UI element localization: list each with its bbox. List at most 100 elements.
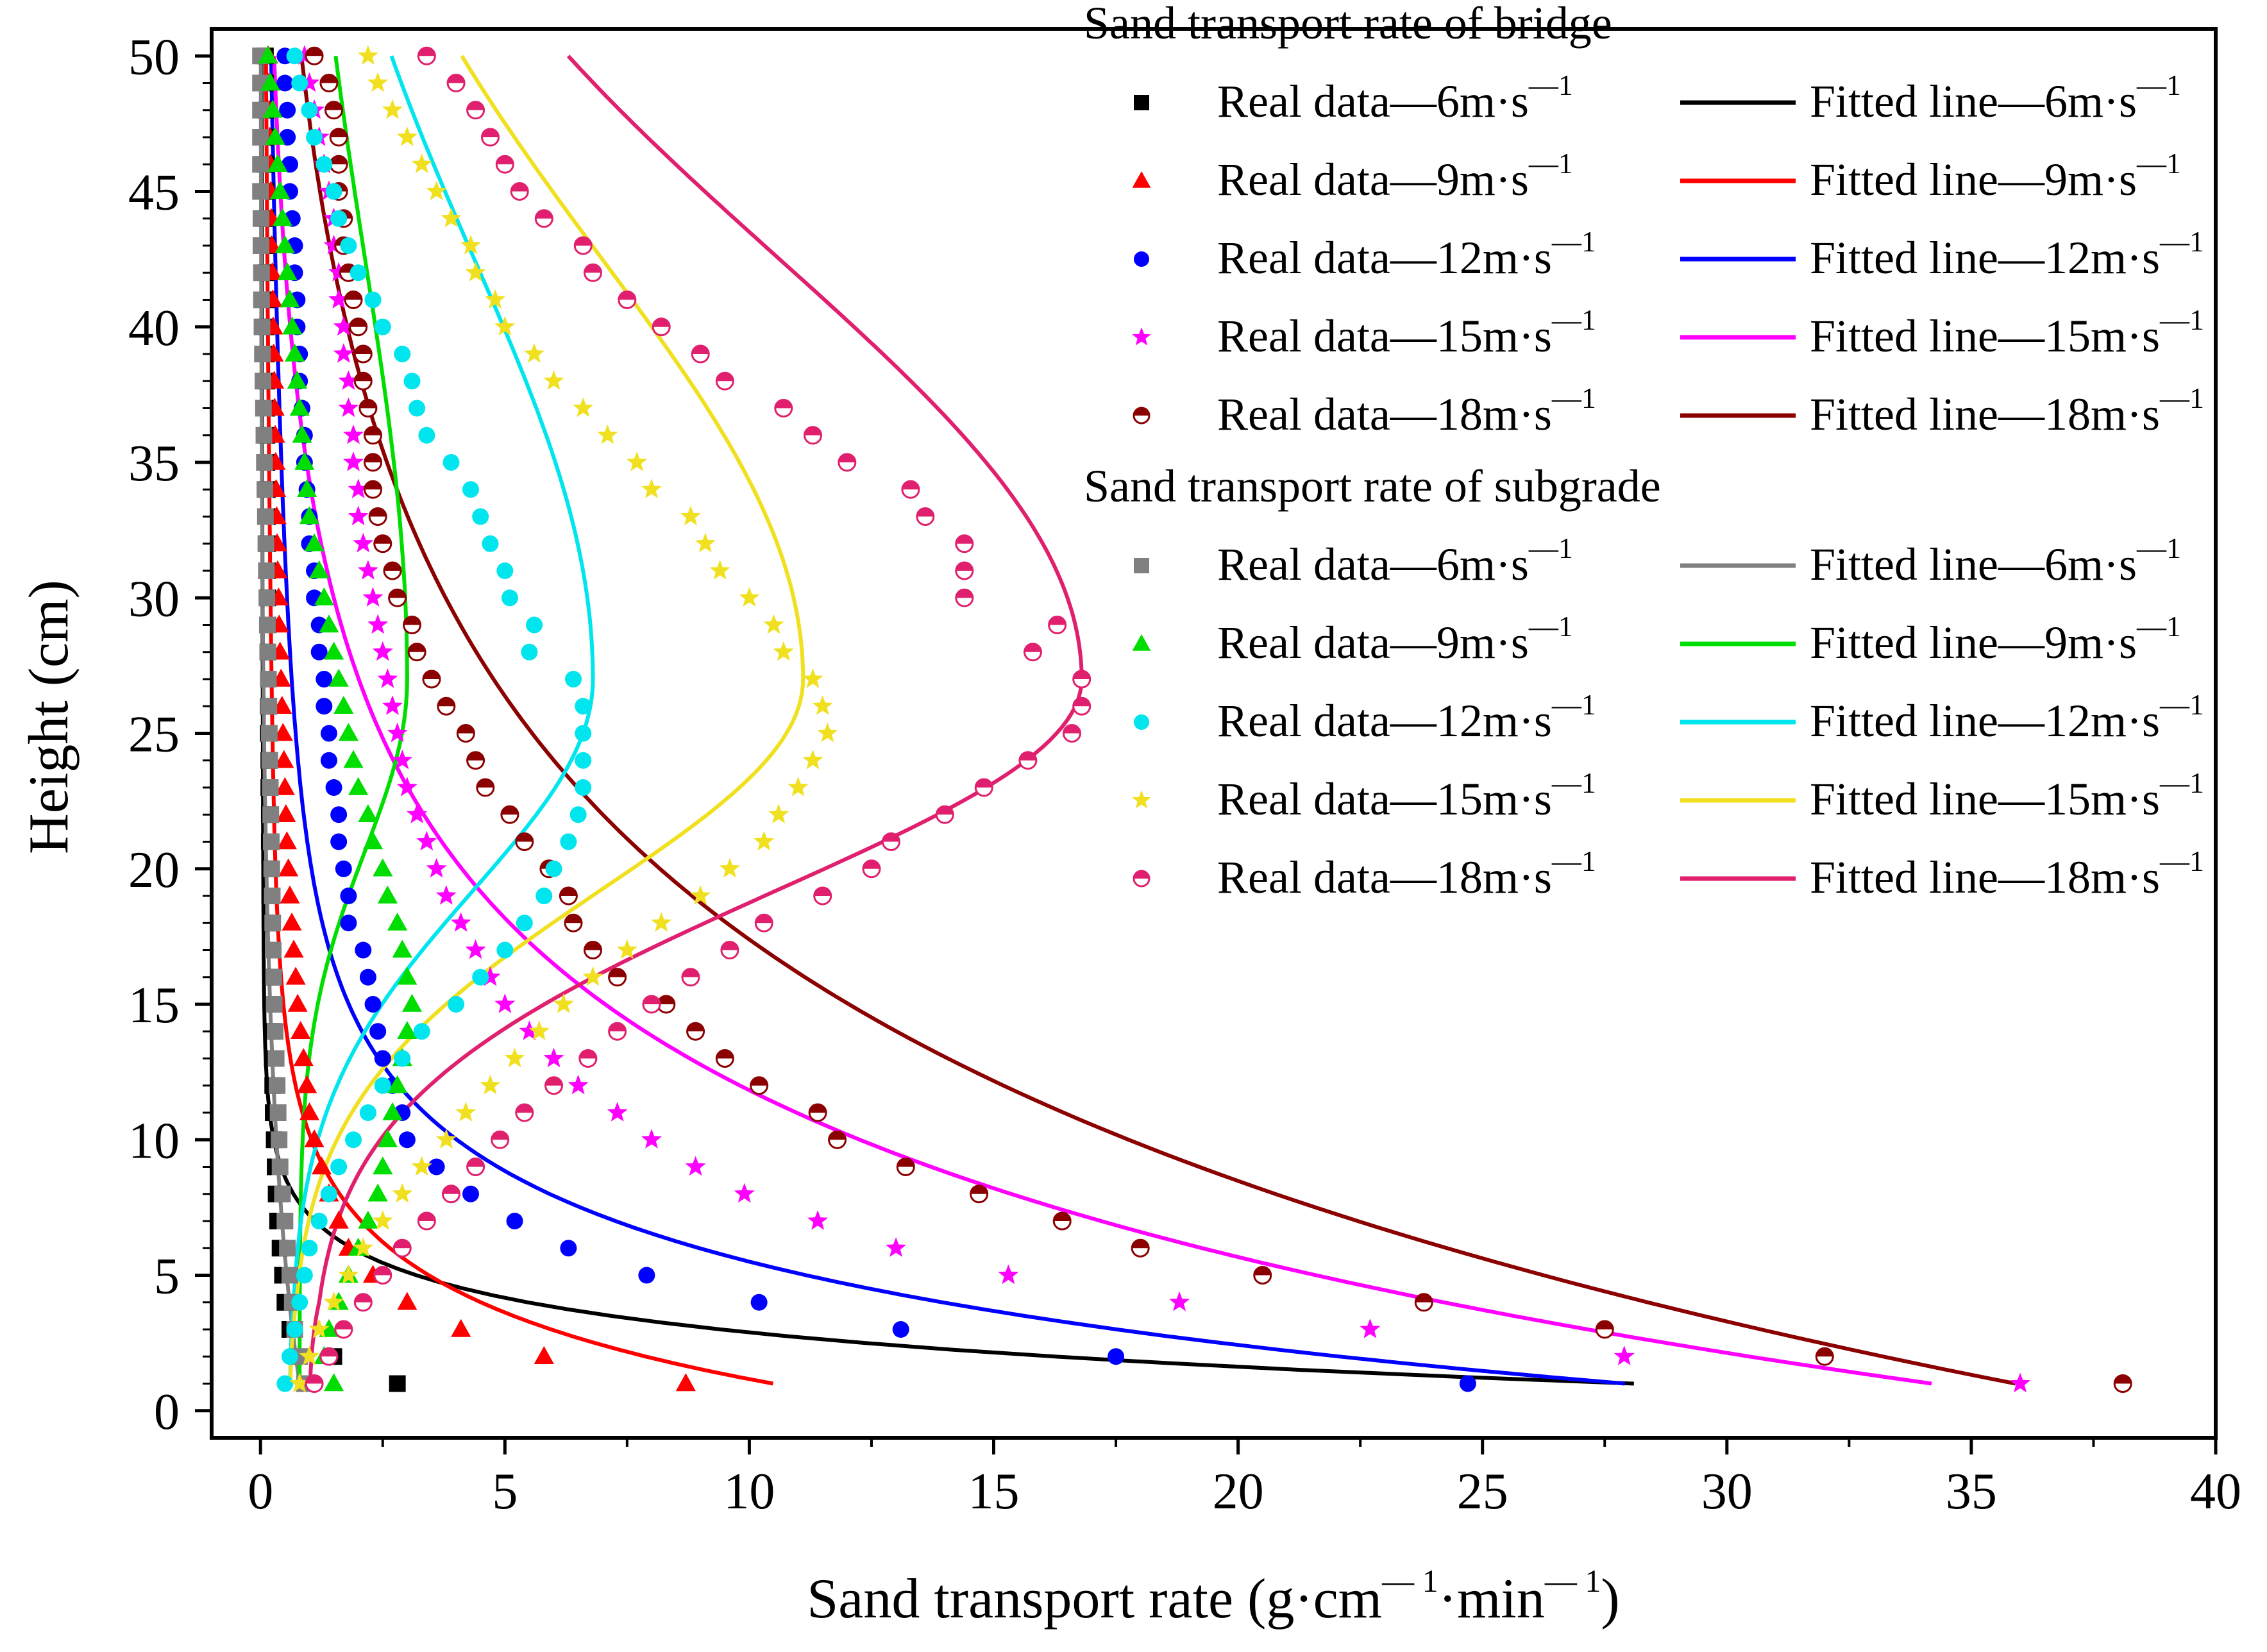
data-point-bridge-18 (456, 724, 475, 743)
marker-top-half (1019, 752, 1036, 761)
data-point-subgrade-12 (301, 101, 318, 119)
marker-top-half (682, 968, 699, 977)
data-point-subgrade-6 (253, 318, 271, 335)
marker-top-half (565, 914, 582, 923)
marker-top-half (1596, 1321, 1614, 1329)
marker-top-half (330, 156, 348, 165)
data-point-bridge-15 (1360, 1319, 1381, 1338)
data-point-bridge-18 (1414, 1293, 1433, 1312)
legend-real-label-subgrade-18: Real data—18m·s—1 (1217, 845, 1596, 903)
marker-top-half (970, 1185, 988, 1194)
data-point-subgrade-6 (257, 481, 274, 498)
marker-top-half (501, 806, 518, 815)
data-point-subgrade-6 (267, 1023, 284, 1040)
data-point-bridge-18 (353, 371, 373, 391)
data-point-bridge-15 (362, 587, 383, 607)
data-point-subgrade-18 (417, 46, 436, 65)
x-tick-label: 30 (1701, 1463, 1753, 1520)
data-point-bridge-18 (403, 616, 421, 634)
data-point-subgrade-12 (306, 129, 323, 146)
x-title-main: Sand transport rate (g·cm (807, 1568, 1382, 1630)
data-point-subgrade-15 (396, 126, 417, 146)
data-point-bridge-15 (607, 1102, 628, 1122)
data-point-subgrade-12 (575, 725, 592, 742)
data-point-subgrade-12 (535, 888, 553, 904)
data-point-bridge-18 (559, 886, 578, 906)
data-point-bridge-9 (397, 1292, 417, 1310)
data-point-bridge-12 (750, 1294, 768, 1311)
data-point-subgrade-6 (258, 562, 275, 579)
data-point-bridge-15 (338, 370, 359, 390)
data-point-subgrade-18 (1072, 696, 1091, 716)
legend-real-label-subgrade-15: Real data—15m·s—1 (1217, 766, 1596, 825)
data-point-subgrade-15 (494, 316, 516, 336)
data-point-subgrade-12 (565, 671, 582, 687)
data-point-subgrade-12 (291, 74, 308, 92)
legend: Sand transport rate of bridge Real data—6… (1084, 0, 2204, 903)
legend-fit-label-subgrade-12: Fitted line—12m·s—1 (1810, 688, 2204, 746)
data-point-subgrade-18 (720, 941, 739, 959)
data-point-subgrade-18 (1062, 724, 1081, 743)
marker-top-half (330, 129, 348, 137)
data-point-bridge-18 (422, 670, 441, 689)
data-point-bridge-12 (374, 1050, 391, 1067)
data-point-subgrade-18 (955, 534, 974, 553)
data-point-bridge-18 (715, 1049, 734, 1068)
data-point-subgrade-12 (575, 698, 592, 715)
data-point-subgrade-18 (584, 263, 603, 282)
data-point-subgrade-15 (788, 777, 809, 796)
data-point-subgrade-18 (618, 291, 637, 309)
y-tick-label: 30 (128, 571, 180, 627)
data-point-subgrade-9 (292, 425, 312, 443)
data-point-subgrade-9 (401, 993, 423, 1012)
data-point-subgrade-6 (263, 860, 280, 877)
data-point-subgrade-15 (651, 912, 672, 932)
data-point-subgrade-12 (482, 535, 499, 552)
y-tick-label: 5 (154, 1249, 180, 1305)
data-point-bridge-9 (304, 1129, 324, 1147)
data-point-subgrade-9 (309, 560, 330, 578)
marker-top-half (516, 833, 533, 842)
legend-fit-label-bridge-6: Fitted line—6m·s—1 (1810, 69, 2181, 127)
data-point-subgrade-15 (465, 262, 486, 282)
data-point-subgrade-6 (271, 1158, 289, 1176)
data-point-subgrade-18 (838, 453, 857, 472)
marker-top-half (916, 508, 934, 517)
data-point-subgrade-12 (496, 562, 514, 579)
data-point-bridge-9 (276, 831, 297, 850)
data-point-bridge-18 (466, 751, 485, 770)
data-point-subgrade-6 (269, 1077, 286, 1094)
data-point-subgrade-18 (1018, 751, 1038, 770)
data-point-subgrade-6 (265, 968, 282, 986)
data-point-bridge-9 (299, 1102, 320, 1120)
data-point-bridge-12 (310, 643, 328, 661)
data-point-subgrade-12 (276, 1375, 294, 1392)
data-point-subgrade-18 (916, 507, 935, 526)
data-point-bridge-12 (359, 968, 376, 986)
data-point-bridge-15 (323, 235, 344, 255)
data-point-subgrade-12 (560, 833, 577, 850)
marker-top-half (306, 47, 323, 56)
marker-top-half (750, 1077, 768, 1086)
y-tick-label: 20 (128, 842, 180, 898)
data-point-subgrade-9 (262, 99, 283, 118)
data-point-bridge-12 (330, 806, 348, 823)
data-point-subgrade-6 (264, 914, 282, 932)
data-point-subgrade-9 (260, 72, 281, 91)
data-point-subgrade-15 (372, 1210, 393, 1230)
data-point-bridge-12 (320, 752, 337, 769)
legend-real-label-subgrade-12: Real data—12m·s—1 (1217, 688, 1596, 746)
marker-top-half (721, 941, 738, 950)
marker-top-half (1073, 671, 1090, 679)
marker-top-half (1024, 643, 1041, 652)
data-point-subgrade-9 (362, 831, 383, 850)
data-point-bridge-18 (1595, 1320, 1614, 1339)
data-point-subgrade-9 (323, 1373, 344, 1392)
data-point-subgrade-9 (328, 668, 349, 687)
data-point-bridge-18 (364, 480, 383, 499)
data-point-bridge-15 (807, 1210, 829, 1230)
marker-top-half (1816, 1348, 1833, 1357)
data-point-bridge-15 (338, 397, 359, 417)
data-point-subgrade-9 (333, 696, 354, 714)
